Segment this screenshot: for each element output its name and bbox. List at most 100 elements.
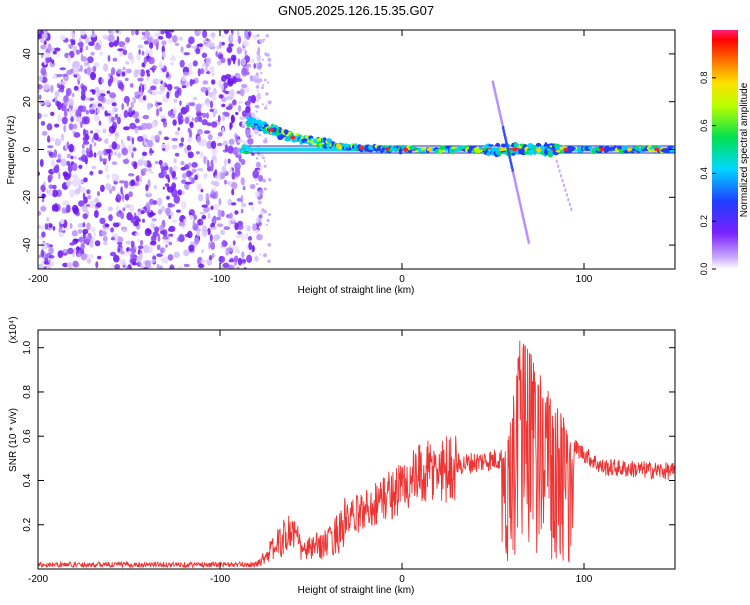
- noise-blob: [167, 177, 171, 183]
- noise-blob: [206, 122, 212, 127]
- noise-blob: [195, 48, 201, 55]
- ridge-blob: [488, 144, 494, 147]
- noise-blob: [128, 173, 135, 177]
- noise-blob: [221, 127, 225, 133]
- ridge-blob: [486, 151, 491, 157]
- noise-blob: [199, 211, 206, 215]
- noise-blob: [92, 66, 97, 73]
- noise-blob: [94, 43, 102, 51]
- snr-y-tick-label: 0.8: [22, 385, 33, 399]
- noise-blob: [150, 85, 157, 91]
- noise-blob: [40, 67, 47, 76]
- noise-blob: [241, 259, 246, 263]
- noise-blob: [102, 235, 108, 242]
- noise-blob: [268, 213, 271, 216]
- noise-blob: [135, 175, 140, 182]
- branch-streak: [512, 174, 516, 179]
- noise-blob: [261, 58, 264, 61]
- noise-blob: [122, 45, 126, 51]
- noise-blob: [93, 152, 97, 158]
- noise-blob: [198, 263, 205, 269]
- colorbar-tick-label: 0.8: [699, 72, 709, 85]
- noise-blob: [262, 84, 265, 87]
- noise-blob: [122, 193, 125, 202]
- ridge-blob: [263, 124, 269, 127]
- noise-blob: [108, 30, 113, 34]
- noise-blob: [112, 76, 118, 83]
- noise-blob: [69, 242, 75, 246]
- noise-blob: [45, 56, 51, 64]
- noise-blob: [177, 112, 183, 121]
- noise-blob: [94, 240, 101, 247]
- noise-blob: [86, 258, 92, 264]
- noise-blob: [145, 76, 150, 82]
- noise-blob: [82, 136, 89, 142]
- noise-blob: [133, 220, 139, 227]
- noise-blob: [234, 162, 241, 171]
- noise-blob: [197, 68, 201, 77]
- noise-blob: [191, 45, 198, 49]
- noise-blob: [229, 167, 233, 173]
- noise-blob: [267, 243, 272, 247]
- noise-blob: [188, 129, 193, 138]
- snr-scale-label: (x10⁴): [8, 316, 19, 343]
- spectrogram-y-tick-label: 40: [22, 48, 33, 60]
- noise-blob: [54, 123, 60, 128]
- noise-blob: [141, 50, 145, 56]
- noise-blob: [234, 210, 239, 215]
- noise-blob: [108, 153, 111, 162]
- noise-blob: [115, 30, 119, 34]
- noise-blob: [140, 210, 145, 215]
- noise-blob: [72, 174, 78, 180]
- noise-blob: [138, 85, 142, 92]
- noise-blob: [234, 169, 241, 177]
- noise-blob: [118, 41, 126, 48]
- noise-blob: [61, 104, 66, 111]
- ridge-hotspot: [359, 145, 365, 150]
- noise-blob: [80, 154, 88, 163]
- noise-blob: [218, 198, 222, 206]
- noise-blob: [210, 163, 214, 172]
- noise-blob: [260, 71, 263, 75]
- noise-blob: [157, 234, 161, 242]
- noise-blob: [179, 142, 184, 147]
- spectrogram-x-label: Height of straight line (km): [298, 285, 415, 296]
- branch-streak: [558, 169, 561, 173]
- noise-blob: [56, 74, 63, 78]
- noise-blob: [203, 206, 210, 213]
- noise-blob: [180, 137, 185, 143]
- noise-blob: [78, 200, 85, 207]
- noise-blob: [145, 184, 149, 192]
- noise-blob: [104, 110, 108, 117]
- noise-blob: [193, 214, 198, 221]
- noise-blob: [118, 81, 124, 90]
- snr-y-tick-label: 1.0: [22, 340, 33, 354]
- noise-blob: [174, 90, 180, 99]
- noise-blob: [72, 179, 78, 188]
- noise-blob: [94, 129, 102, 134]
- branch-streak: [502, 129, 506, 134]
- noise-blob: [170, 212, 174, 216]
- noise-blob: [254, 79, 259, 83]
- noise-blob: [109, 92, 116, 99]
- noise-blob: [119, 258, 127, 266]
- noise-blob: [50, 111, 55, 117]
- noise-blob: [138, 49, 141, 55]
- noise-blob: [148, 56, 155, 65]
- branch-streak: [524, 226, 528, 231]
- noise-blob: [87, 56, 94, 64]
- noise-blob: [263, 78, 267, 82]
- noise-blob: [73, 123, 78, 130]
- noise-blob: [75, 246, 80, 252]
- noise-blob: [216, 61, 222, 66]
- noise-blob: [210, 100, 213, 109]
- noise-blob: [173, 98, 178, 103]
- noise-blob: [201, 138, 207, 147]
- noise-blob: [68, 263, 73, 269]
- noise-blob: [111, 185, 116, 191]
- snr-x-tick-label: -100: [210, 574, 230, 585]
- noise-blob: [170, 61, 175, 66]
- noise-blob: [257, 106, 260, 109]
- spectrogram-x-tick-label: 0: [399, 274, 405, 285]
- noise-blob: [265, 223, 268, 226]
